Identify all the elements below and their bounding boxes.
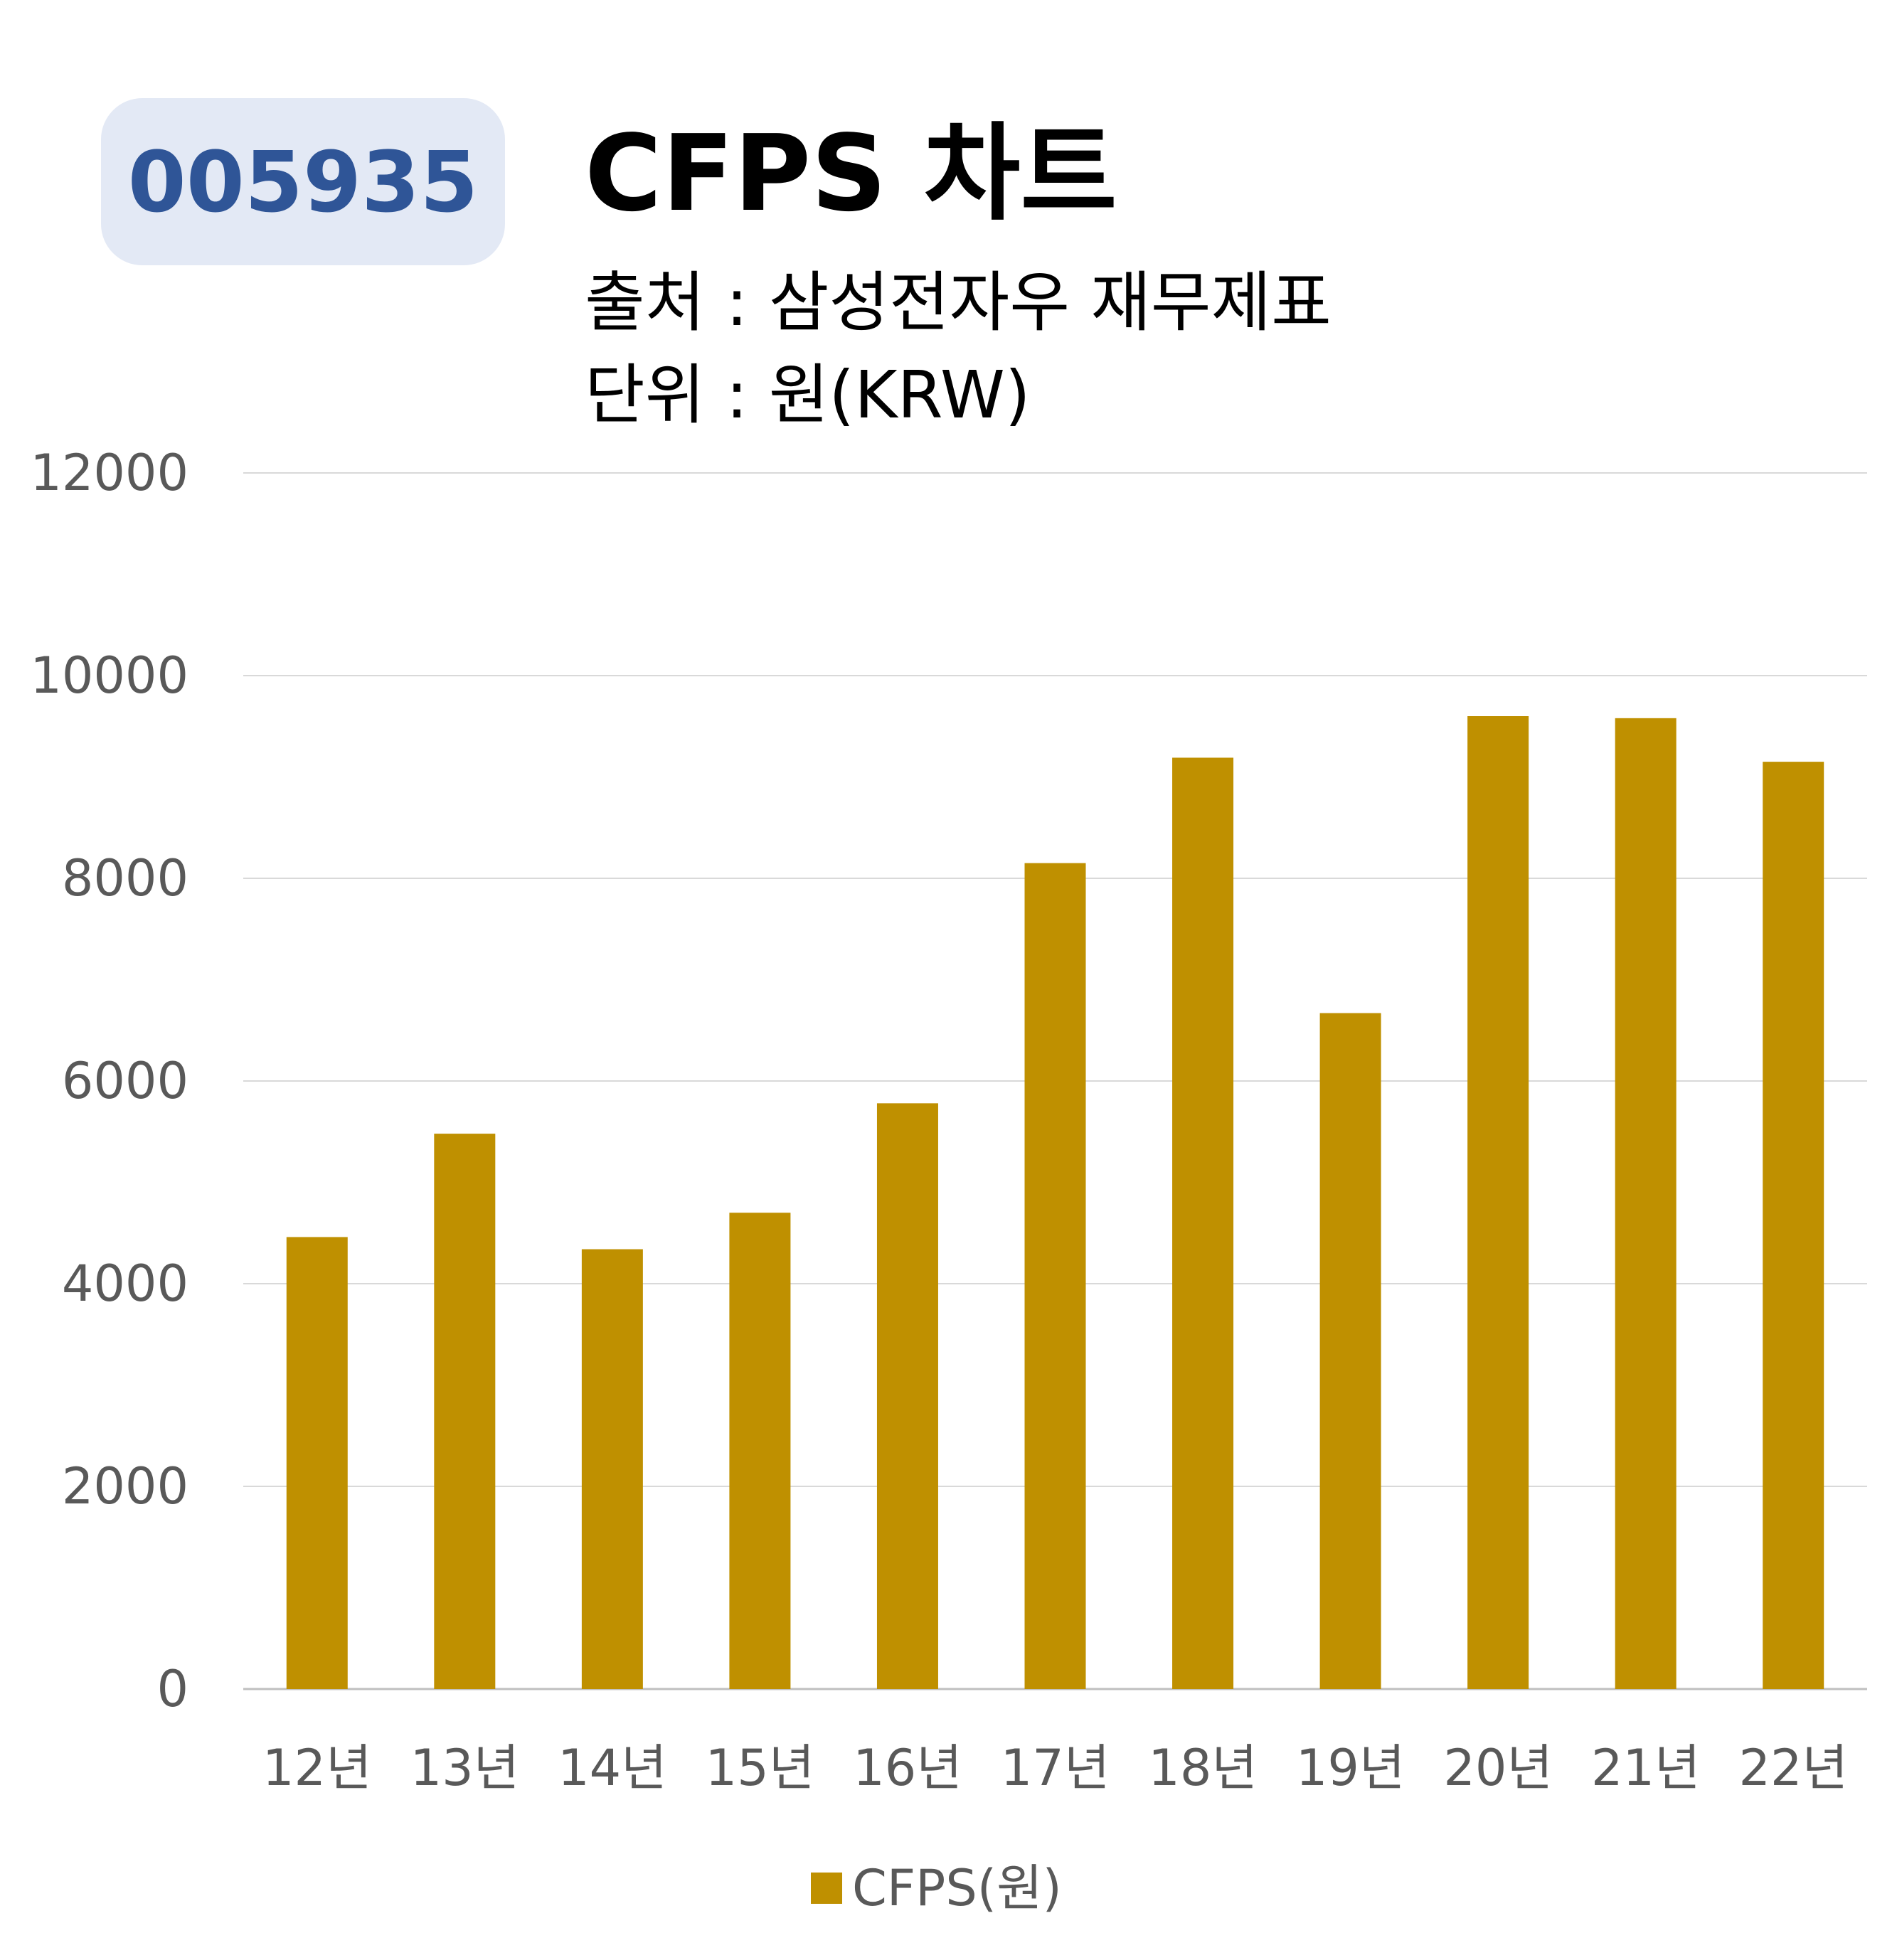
legend-label: CFPS(원) <box>852 1859 1062 1917</box>
x-tick-label: 17년 <box>1001 1739 1110 1797</box>
bar <box>1615 718 1677 1689</box>
x-tick-label: 18년 <box>1148 1739 1257 1797</box>
bar <box>729 1213 791 1689</box>
x-tick-label: 12년 <box>262 1739 371 1797</box>
legend: CFPS(원) <box>811 1863 1062 1913</box>
chart-title: CFPS 차트 <box>585 112 1117 235</box>
x-tick-label: 22년 <box>1738 1739 1847 1797</box>
y-tick-label: 6000 <box>62 1052 188 1110</box>
x-tick-label: 13년 <box>410 1739 519 1797</box>
x-tick-label: 20년 <box>1443 1739 1552 1797</box>
bar <box>1467 716 1529 1689</box>
x-tick-label: 15년 <box>706 1739 814 1797</box>
x-tick-label: 16년 <box>853 1739 962 1797</box>
bar <box>1172 757 1234 1689</box>
bar <box>1763 762 1824 1689</box>
x-tick-label: 19년 <box>1296 1739 1405 1797</box>
ticker-code: 005935 <box>127 132 479 231</box>
unit-note: 단위 : 원(KRW) <box>585 357 1031 433</box>
ticker-badge: 005935 <box>101 98 505 265</box>
bar <box>434 1134 496 1689</box>
y-tick-label: 10000 <box>30 646 188 705</box>
x-tick-label: 21년 <box>1591 1739 1700 1797</box>
bar <box>1024 863 1086 1689</box>
y-tick-label: 4000 <box>62 1255 188 1313</box>
bar <box>286 1237 348 1689</box>
x-tick-label: 14년 <box>558 1739 666 1797</box>
bar <box>581 1249 643 1689</box>
bar <box>1319 1013 1381 1689</box>
legend-swatch <box>811 1873 842 1904</box>
bar <box>876 1103 938 1689</box>
source-note: 출처 : 삼성전자우 재무제표 <box>585 265 1332 341</box>
y-tick-label: 12000 <box>30 444 188 502</box>
y-tick-label: 0 <box>156 1660 188 1718</box>
y-tick-label: 2000 <box>62 1457 188 1516</box>
y-tick-label: 8000 <box>62 849 188 907</box>
